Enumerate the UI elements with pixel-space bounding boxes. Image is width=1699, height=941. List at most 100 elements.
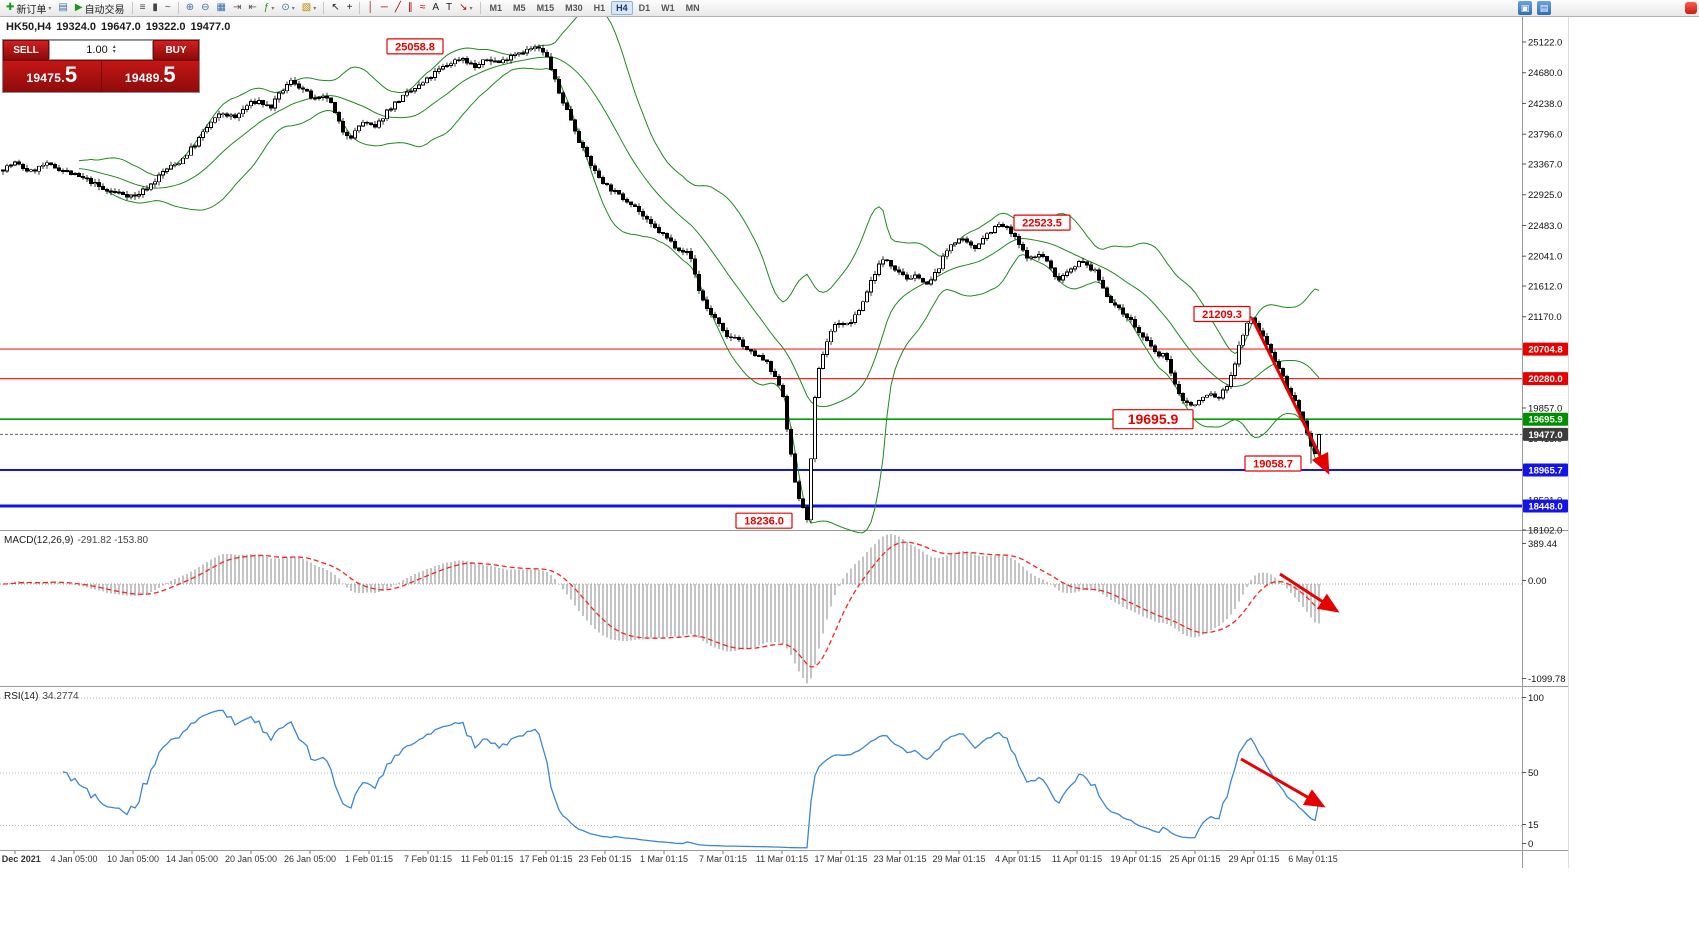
channel-icon: ∥: [407, 2, 413, 13]
time-axis-label: 6 May 01:15: [1288, 854, 1338, 864]
fibonacci-button[interactable]: ≈: [417, 1, 429, 16]
line-chart-button[interactable]: ~: [162, 1, 174, 16]
arrow-shapes-button[interactable]: ↘ ▾: [456, 1, 475, 16]
horizontal-line-icon: ─: [380, 2, 388, 13]
window-list-button[interactable]: ▣: [1518, 1, 1532, 15]
sell-price[interactable]: 19475. 5: [26, 62, 78, 87]
time-axis-label: 29 Apr 01:15: [1228, 854, 1279, 864]
price-axis-tick: 24680.0: [1528, 68, 1562, 79]
open-value: 19324.0: [56, 21, 97, 33]
trendline-button[interactable]: ╱: [392, 1, 404, 16]
time-axis-label: 29 Dec 2021: [0, 854, 41, 864]
text-label-button[interactable]: T: [443, 1, 455, 16]
depth-of-market-button[interactable]: ▤: [55, 1, 70, 16]
zoom-out-button[interactable]: ⊖: [198, 1, 212, 16]
price-callout-18236.0[interactable]: [735, 512, 793, 529]
volume-down-button[interactable]: ▾: [112, 49, 116, 55]
price-axis-box-18965.7: 18965.7: [1528, 465, 1562, 476]
chevron-down-icon: ▾: [48, 5, 52, 12]
new-order-button[interactable]: ✚ 新订单 ▾: [3, 1, 54, 16]
timeframe-w1-button[interactable]: W1: [661, 3, 675, 13]
zoom-in-button[interactable]: ⊕: [183, 1, 197, 16]
price-axis-tick: 25122.0: [1528, 38, 1562, 49]
price-callout-text: 25058.8: [395, 41, 435, 53]
price-callout-25058.8[interactable]: [386, 38, 444, 55]
price-callout-21209.3[interactable]: [1193, 305, 1251, 323]
community-button[interactable]: ▤: [1537, 1, 1551, 15]
price-axis-tick: 22925.0: [1528, 190, 1562, 201]
new-order-button-label: 新订单: [16, 4, 47, 16]
timeframe-d1-button[interactable]: D1: [638, 3, 651, 13]
depth-icon: ▤: [58, 2, 68, 13]
timeframe-h4-button[interactable]: H4: [611, 1, 633, 15]
price-callout-19058.7[interactable]: [1244, 455, 1302, 472]
timeframe-m5-button[interactable]: M5: [513, 3, 526, 13]
toolbar-separator: [177, 2, 179, 14]
trend-arrow-macd[interactable]: [1279, 572, 1340, 613]
cursor-button[interactable]: ↖: [328, 1, 342, 16]
chevron-down-icon: ▾: [469, 5, 473, 12]
price-axis-box-20704.8: 20704.8: [1528, 345, 1562, 356]
template-icon: ▧: [301, 2, 312, 13]
price-callout-22523.5[interactable]: [1013, 214, 1071, 231]
buy-price[interactable]: 19489. 5: [124, 62, 176, 87]
recording-indicator-icon: [1685, 2, 1697, 14]
line-chart-icon: ~: [164, 2, 171, 13]
candlestick-chart-button[interactable]: ▮: [149, 1, 161, 16]
price-callout-text: 19058.7: [1253, 458, 1293, 470]
periods-button[interactable]: ⊙ ▾: [278, 1, 297, 16]
templates-button[interactable]: ▧ ▾: [299, 1, 319, 16]
auto-trading-button[interactable]: ▶ 自动交易: [72, 1, 128, 16]
price-callout-text: 22523.5: [1022, 218, 1062, 230]
crosshair-button[interactable]: +: [344, 1, 356, 16]
vertical-line-button[interactable]: │: [364, 1, 376, 16]
vertical-line-icon: │: [367, 2, 374, 13]
chart-shift-button[interactable]: ⇤: [245, 1, 259, 16]
zoom-out-icon: ⊖: [201, 2, 210, 13]
auto-scroll-button[interactable]: ⇥: [230, 1, 244, 16]
timeframe-mn-button[interactable]: MN: [685, 3, 700, 13]
trendline-icon: ╱: [394, 2, 401, 13]
macd-axis-tick: -1099.78: [1528, 674, 1566, 685]
trend-arrow-price[interactable]: [1250, 317, 1330, 475]
horizontal-line-button[interactable]: ─: [378, 1, 391, 16]
channel-button[interactable]: ∥: [405, 1, 416, 16]
price-callout-text: 21209.3: [1202, 309, 1242, 321]
toolbar: ✚ 新订单 ▾ ▤ ▶ 自动交易 ≡ ▮ ~ ⊕ ⊖ ▦ ⇥ ⇤ ƒ ▾ ⊙ ▾ ▧ ▾ ↖ + │ ─ ╱ ∥ ≈ A T ↘ ▾ M1 M5…: [0, 0, 1699, 17]
timeframe-m15-button[interactable]: M15: [536, 3, 555, 13]
tile-windows-button[interactable]: ▦: [214, 1, 229, 16]
price-axis-tick: 23367.0: [1528, 160, 1562, 171]
rsi-label: RSI(14) 34.2774: [4, 691, 79, 702]
crosshair-icon: +: [346, 2, 353, 13]
timeframe-m1-button[interactable]: M1: [489, 3, 503, 13]
timeframe-m30-button[interactable]: M30: [565, 3, 583, 13]
time-axis-label: 11 Apr 01:15: [1052, 854, 1102, 864]
price-axis-box-19695.9: 19695.9: [1528, 415, 1562, 426]
rsi-line: [62, 709, 1320, 849]
volume-value: 1.00: [86, 44, 108, 56]
volume-input[interactable]: 1.00 ▴ ▾: [49, 40, 153, 60]
price-callout-text: 18236.0: [744, 516, 784, 528]
candles: [1, 44, 1321, 523]
indicators-button[interactable]: ƒ ▾: [261, 1, 278, 16]
trend-arrow-rsi[interactable]: [1240, 757, 1326, 808]
timeframe-h1-button[interactable]: H1: [593, 3, 606, 13]
toolbar-separator: [131, 2, 133, 14]
time-axis-label: 29 Mar 01:15: [932, 854, 985, 864]
bollinger-band-line: [78, 6, 1320, 355]
buy-button[interactable]: BUY: [153, 40, 199, 60]
volume-up-button[interactable]: ▴: [112, 44, 116, 50]
time-axis-label: 7 Feb 01:15: [404, 854, 452, 864]
price-axis-tick: 18102.0: [1528, 526, 1562, 537]
price-callout-19695.9[interactable]: [1112, 409, 1194, 430]
text-button[interactable]: A: [429, 1, 442, 16]
zoom-in-icon: ⊕: [185, 2, 195, 13]
sell-button[interactable]: SELL: [3, 40, 49, 60]
auto-scroll-icon: ⇥: [233, 2, 242, 13]
bar-chart-button[interactable]: ≡: [137, 1, 149, 16]
text-icon: A: [432, 2, 440, 13]
time-axis-label: 19 Apr 01:15: [1110, 854, 1161, 864]
candlestick-icon: ▮: [152, 2, 158, 13]
high-value: 19647.0: [101, 21, 141, 33]
